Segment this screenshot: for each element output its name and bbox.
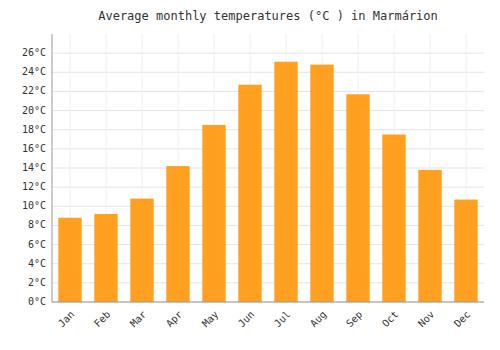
- title: Average monthly temperatures (°C ) in Ma…: [98, 9, 438, 23]
- x-tick-label: Nov: [416, 309, 437, 330]
- x-tick-label: Apr: [164, 309, 185, 330]
- y-tick-label: 0°C: [28, 296, 46, 307]
- y-tick-label: 4°C: [28, 258, 46, 269]
- y-tick-label: 14°C: [22, 162, 46, 173]
- y-grid-line: [52, 302, 484, 303]
- y-grid-line: [52, 148, 484, 149]
- y-tick-label: 6°C: [28, 239, 46, 250]
- y-grid-line: [52, 110, 484, 111]
- x-axis-line: [52, 302, 484, 303]
- y-grid-line: [52, 72, 484, 73]
- chart-svg: 0°C 2°C 4°C 6°C 8°C 10°C 12°C 14°C 16°C 18°C 20°C 2…: [0, 0, 500, 350]
- chart-container: 0°C 2°C 4°C 6°C 8°C 10°C 12°C 14°C 16°C 18°C 20°C 2…: [0, 0, 500, 350]
- y-tick-label: 10°C: [22, 200, 46, 211]
- x-tick-label: May: [200, 309, 221, 330]
- bar: [166, 166, 189, 302]
- x-tick-label: Jul: [272, 309, 293, 330]
- x-tick-label: Mar: [128, 309, 149, 330]
- grid: [52, 34, 484, 302]
- bar: [382, 135, 405, 303]
- y-grid-line: [52, 53, 484, 54]
- y-grid-line: [52, 129, 484, 130]
- y-tick-label: 20°C: [22, 105, 46, 116]
- y-tick-label: 12°C: [22, 181, 46, 192]
- bar: [94, 214, 117, 302]
- x-tick-label: Dec: [452, 309, 473, 330]
- y-tick-label: 16°C: [22, 143, 46, 154]
- y-grid-line: [52, 91, 484, 92]
- y-tick-label: 8°C: [28, 219, 46, 230]
- x-tick-label: Jan: [56, 309, 77, 330]
- axes: 0°C 2°C 4°C 6°C 8°C 10°C 12°C 14°C 16°C 18°C 20°C 2…: [22, 34, 484, 329]
- bars: [58, 62, 477, 302]
- bar: [418, 170, 441, 302]
- y-tick-label: 26°C: [22, 47, 46, 58]
- bar: [274, 62, 297, 302]
- y-tick-label: 22°C: [22, 85, 46, 96]
- x-tick-label: Feb: [92, 309, 113, 330]
- bar: [238, 85, 261, 302]
- bar: [202, 125, 225, 302]
- y-tick-label: 2°C: [28, 277, 46, 288]
- y-tick-label: 24°C: [22, 66, 46, 77]
- x-tick-label: Jun: [236, 309, 257, 330]
- y-tick-label: 18°C: [22, 124, 46, 135]
- bar: [454, 200, 477, 302]
- y-grid-line: [52, 168, 484, 169]
- bar: [130, 199, 153, 302]
- bar: [346, 94, 369, 302]
- bar: [58, 218, 81, 302]
- x-tick-label: Aug: [308, 309, 329, 330]
- bar: [310, 65, 333, 302]
- y-axis-line: [52, 34, 53, 302]
- x-tick-label: Oct: [380, 309, 401, 330]
- x-tick-label: Sep: [344, 309, 365, 330]
